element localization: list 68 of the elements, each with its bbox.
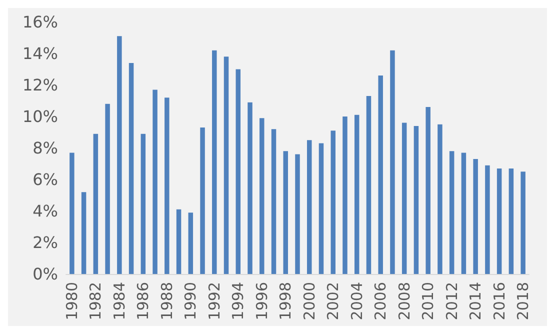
y-tick-label: 8%	[32, 138, 58, 158]
bar	[152, 90, 158, 274]
bar	[508, 168, 514, 274]
x-tick-label: 2006	[372, 282, 390, 320]
bar	[366, 96, 372, 274]
x-tick-label: 2008	[395, 282, 414, 320]
bar	[473, 159, 478, 274]
x-tick-label: 1984	[110, 282, 128, 320]
bar	[426, 107, 430, 274]
bar	[438, 124, 442, 274]
x-tick-label: 1988	[158, 282, 176, 320]
bar	[117, 36, 122, 274]
bar	[128, 62, 134, 274]
x-tick-label: 2018	[514, 282, 532, 320]
x-tick-label: 2016	[490, 282, 508, 320]
x-tick-label: 2002	[324, 282, 342, 320]
bar	[496, 168, 502, 274]
x-tick-label: 2014	[466, 282, 485, 320]
y-tick-label: 2%	[32, 233, 58, 252]
x-tick-label: 2010	[419, 282, 438, 320]
bar	[140, 134, 146, 274]
bar	[70, 152, 74, 274]
bar	[449, 151, 454, 274]
x-tick-label: 1996	[252, 282, 271, 320]
x-tick-label: 1992	[205, 282, 224, 320]
x-tick-label: 1994	[229, 282, 248, 320]
bar	[236, 69, 241, 274]
x-tick-label: 1998	[276, 282, 295, 320]
bar	[485, 165, 490, 274]
bar	[520, 172, 526, 274]
bar	[414, 126, 419, 274]
x-tick-label: 1986	[134, 282, 152, 320]
x-tick-label: 1980	[62, 282, 81, 320]
bar	[390, 50, 395, 274]
bar	[81, 192, 86, 274]
y-tick-label: 14%	[22, 44, 58, 63]
bar	[318, 143, 324, 274]
bar	[378, 76, 383, 274]
bar	[260, 118, 264, 274]
bar	[93, 134, 98, 274]
bar	[176, 209, 182, 274]
bar	[342, 116, 348, 274]
x-tick-label: 2004	[348, 282, 366, 320]
bar	[212, 50, 217, 274]
bar	[461, 152, 466, 274]
bar	[295, 154, 300, 274]
y-tick-label: 16%	[22, 12, 58, 32]
y-tick-label: 6%	[32, 170, 58, 189]
bar	[330, 130, 336, 274]
bar	[271, 129, 276, 274]
x-tick-label: 1982	[86, 282, 105, 320]
y-tick-label: 0%	[32, 264, 58, 284]
x-tick-label: 2012	[442, 282, 461, 320]
bar	[188, 212, 194, 274]
x-tick-label: 2000	[300, 282, 318, 320]
bar	[306, 140, 312, 274]
y-tick-label: 12%	[22, 76, 58, 94]
bar	[283, 151, 288, 274]
y-tick-label: 10%	[22, 107, 58, 126]
bar	[224, 56, 229, 274]
bar	[164, 98, 170, 274]
x-tick-label: 1990	[182, 282, 200, 320]
bar	[354, 114, 360, 274]
bar	[200, 128, 205, 274]
bar	[248, 102, 252, 274]
y-tick-label: 4%	[32, 202, 58, 220]
bar	[402, 122, 407, 274]
bar	[105, 104, 110, 274]
